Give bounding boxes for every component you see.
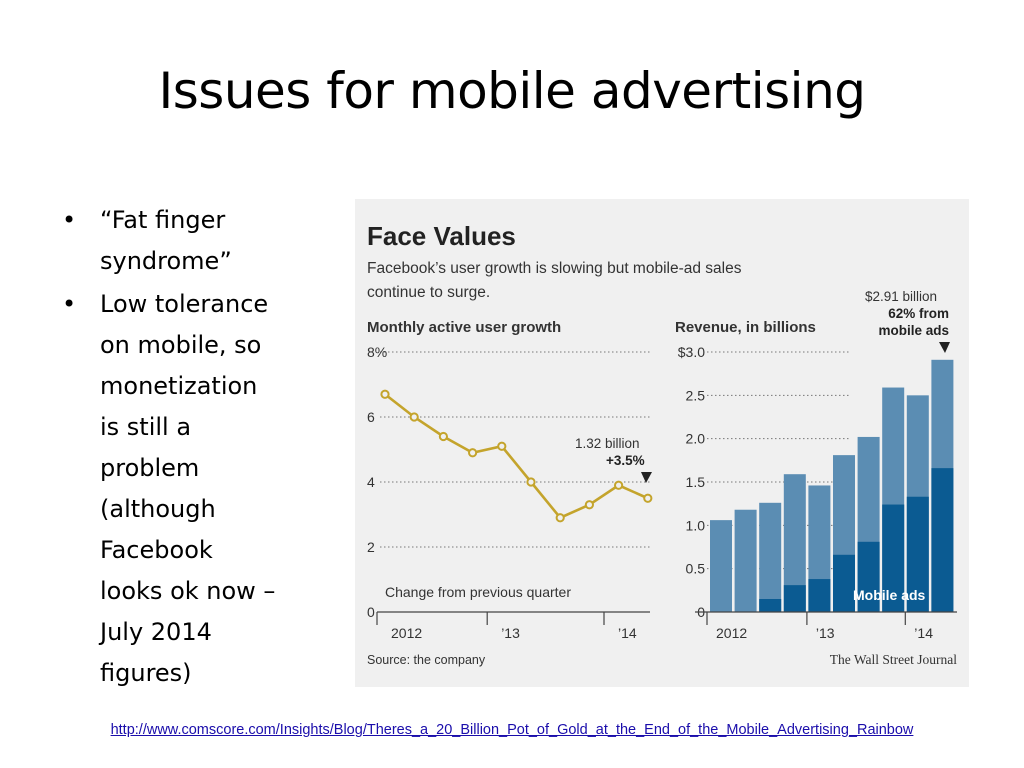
data-point <box>526 477 536 487</box>
data-point <box>438 431 449 442</box>
slide-title: Issues for mobile advertising <box>158 62 866 120</box>
mobile-ads-bar <box>931 468 954 612</box>
bullet-line: (although <box>100 495 216 523</box>
bullet-line: July 2014 <box>100 618 212 646</box>
revenue-annotation-line2: 62% from <box>888 306 949 321</box>
x-tick-label: ’13 <box>816 625 835 641</box>
y-tick-label: 0.5 <box>686 561 706 577</box>
bullet-line: syndrome” <box>100 247 232 275</box>
data-point <box>614 480 624 490</box>
bullet-item: • “Fat finger syndrome” <box>62 200 322 282</box>
mobile-ads-bar <box>783 585 806 612</box>
x-tick-label: ’14 <box>914 625 933 641</box>
x-tick-label: 2012 <box>391 625 422 641</box>
wsj-figure: Face Values Facebook’s user growth is sl… <box>355 199 969 687</box>
bullet-line: Low tolerance <box>100 290 269 318</box>
user-growth-chart: Monthly active user growth Change from p… <box>367 319 653 641</box>
mobile-ads-bar <box>759 599 782 612</box>
revenue-title: Revenue, in billions <box>675 319 816 336</box>
figure-headline: Face Values <box>367 221 516 251</box>
user-growth-subtitle: Change from previous quarter <box>385 584 571 600</box>
source-link[interactable]: http://www.comscore.com/Insights/Blog/Th… <box>110 722 914 738</box>
y-tick-label: 1.5 <box>686 474 706 490</box>
revenue-bar <box>734 509 757 612</box>
data-point <box>643 493 653 503</box>
user-growth-annotation-line2: +3.5% <box>606 453 645 468</box>
x-tick-label: ’13 <box>501 625 520 641</box>
bullet-line: on mobile, so <box>100 331 262 359</box>
series-line <box>384 393 649 520</box>
bullet-dot: • <box>62 290 77 318</box>
y-tick-label: $3.0 <box>678 344 705 360</box>
data-point <box>555 513 565 523</box>
user-growth-title: Monthly active user growth <box>367 319 561 336</box>
bullet-line: is still a <box>100 413 192 441</box>
y-tick-label: 1.0 <box>686 517 706 533</box>
x-tick-label: ’14 <box>618 625 637 641</box>
user-growth-annotation-line1: 1.32 billion <box>575 436 640 451</box>
revenue-bar <box>759 502 782 612</box>
figure-source: Source: the company <box>367 653 486 667</box>
y-tick-label: 2.5 <box>686 387 706 403</box>
y-tick-label: 6 <box>367 409 375 425</box>
annotation-pointer-icon <box>939 342 950 353</box>
y-tick-label: 8% <box>367 344 387 360</box>
mobile-ads-bar <box>906 496 929 612</box>
figure-dek-line: continue to surge. <box>367 284 490 301</box>
x-tick-label: 2012 <box>716 625 747 641</box>
figure-svg: Face Values Facebook’s user growth is sl… <box>367 221 958 667</box>
bullet-line: looks ok now – <box>100 577 276 605</box>
bullet-line: problem <box>100 454 200 482</box>
bullet-line: Facebook <box>100 536 213 564</box>
mobile-ads-legend-label: Mobile ads <box>853 587 926 603</box>
data-point <box>584 500 594 510</box>
y-tick-label: 2.0 <box>686 431 706 447</box>
bullet-item: • Low tolerance on mobile, so monetizati… <box>62 284 322 694</box>
y-tick-label: 4 <box>367 474 375 490</box>
figure-dek-line: Facebook’s user growth is slowing but mo… <box>367 260 742 277</box>
bullet-line: figures) <box>100 659 192 687</box>
data-point <box>497 441 507 451</box>
data-point <box>468 448 478 458</box>
bullet-line: “Fat finger <box>100 206 226 234</box>
bullet-line: monetization <box>100 372 258 400</box>
data-point <box>409 412 419 422</box>
figure-credit: The Wall Street Journal <box>830 652 958 667</box>
bullet-dot: • <box>62 206 77 234</box>
revenue-annotation-line1: $2.91 billion <box>865 289 937 304</box>
mobile-ads-bar <box>882 504 905 612</box>
annotation-pointer-icon <box>641 472 652 483</box>
y-tick-label: 0 <box>367 604 375 620</box>
y-tick-label: 2 <box>367 539 375 555</box>
data-point <box>380 389 390 399</box>
revenue-bar <box>710 520 732 612</box>
mobile-ads-bar <box>833 554 855 612</box>
revenue-annotation-line3: mobile ads <box>878 323 949 338</box>
mobile-ads-bar <box>857 541 880 612</box>
mobile-ads-bar <box>808 579 831 612</box>
revenue-bar <box>783 474 806 612</box>
bullet-list: • “Fat finger syndrome” • Low tolerance … <box>62 200 322 696</box>
revenue-chart: Revenue, in billions $2.91 billion 62% f… <box>675 289 957 641</box>
